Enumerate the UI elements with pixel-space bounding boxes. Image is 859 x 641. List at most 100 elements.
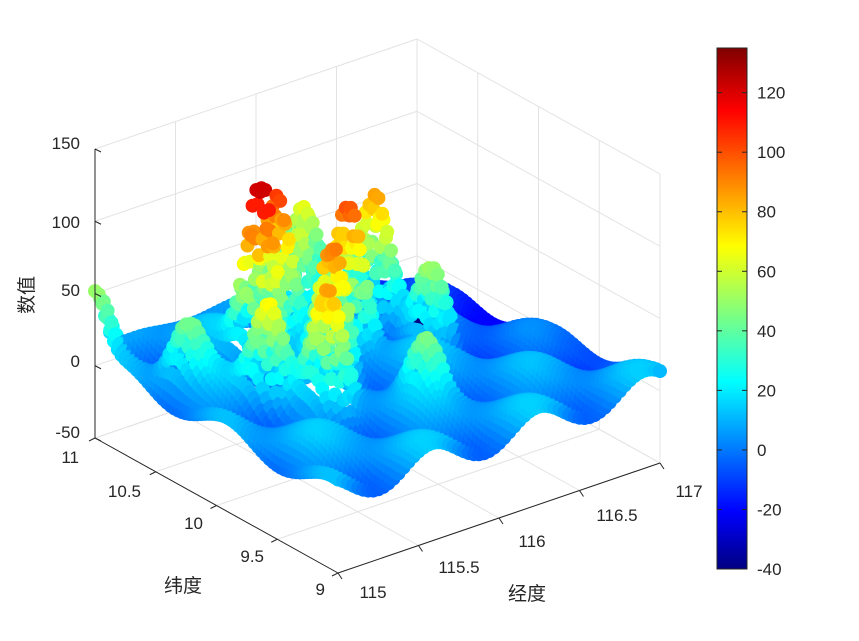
axis-line bbox=[149, 471, 156, 476]
axis-line bbox=[271, 538, 278, 543]
scatter-points bbox=[88, 181, 667, 498]
data-point bbox=[380, 224, 395, 239]
colorbar-ticks: -40 -20 0 20 40 60 80 100 120 bbox=[717, 84, 785, 579]
colorbar-gradient bbox=[716, 47, 748, 570]
data-point bbox=[262, 203, 276, 218]
data-point bbox=[371, 191, 386, 206]
data-point bbox=[322, 284, 337, 299]
x-axis-ticks: 115 115.5 116 116.5 117 bbox=[359, 482, 702, 602]
data-point bbox=[328, 242, 343, 257]
grid-line bbox=[416, 183, 661, 319]
data-point bbox=[277, 213, 291, 228]
data-point bbox=[347, 208, 362, 223]
data-point bbox=[270, 264, 285, 279]
z-axis-ticks: 150 100 50 0 -50 bbox=[52, 134, 80, 442]
z-tick-label: 50 bbox=[61, 281, 80, 300]
axis-line bbox=[337, 572, 343, 580]
z-tick-label: -50 bbox=[55, 423, 80, 442]
y-tick-label: 9.5 bbox=[240, 547, 264, 566]
colorbar-tick-label: 60 bbox=[757, 262, 776, 281]
data-point bbox=[309, 227, 324, 242]
data-point bbox=[285, 254, 300, 269]
axis-line bbox=[210, 505, 217, 509]
y-axis-ticks: 11 10.5 10 9.5 9 bbox=[61, 448, 325, 599]
x-tick-label: 116 bbox=[518, 532, 545, 551]
axis-line bbox=[94, 437, 102, 442]
colorbar-tick-label: 20 bbox=[757, 381, 776, 400]
data-point bbox=[331, 310, 346, 324]
data-point bbox=[276, 331, 291, 346]
z-tick-label: 150 bbox=[52, 134, 80, 153]
data-point bbox=[355, 257, 370, 272]
axis-line bbox=[579, 490, 584, 497]
data-point bbox=[104, 315, 119, 330]
colorbar-tick-label: 100 bbox=[757, 143, 785, 162]
data-point bbox=[344, 367, 359, 382]
data-point bbox=[339, 351, 354, 366]
data-point bbox=[438, 296, 453, 311]
data-point bbox=[273, 193, 288, 208]
data-point bbox=[326, 296, 341, 311]
z-tick-label: 100 bbox=[52, 213, 80, 232]
axis-line bbox=[94, 220, 102, 225]
data-point bbox=[341, 302, 356, 317]
axis-line bbox=[94, 293, 102, 297]
z-axis-label: 数值 bbox=[16, 276, 38, 314]
data-point bbox=[336, 280, 351, 295]
colorbar: -40 -20 0 20 40 60 80 100 120 bbox=[716, 47, 785, 579]
x-axis-label: 经度 bbox=[508, 583, 546, 605]
axis-line bbox=[498, 517, 504, 525]
data-point bbox=[384, 243, 398, 258]
data-point bbox=[267, 306, 282, 321]
colorbar-tick-label: 80 bbox=[757, 203, 776, 222]
grid-line bbox=[416, 110, 661, 247]
data-point bbox=[305, 215, 320, 230]
data-point bbox=[251, 248, 266, 263]
y-axis-label: 纬度 bbox=[164, 575, 202, 597]
data-point bbox=[387, 263, 402, 278]
data-point bbox=[332, 256, 347, 271]
data-point bbox=[367, 318, 382, 333]
data-point bbox=[351, 229, 366, 244]
data-point bbox=[375, 206, 390, 221]
data-point bbox=[432, 351, 447, 366]
x-tick-label: 117 bbox=[675, 482, 702, 501]
data-point bbox=[335, 328, 350, 343]
grid-line bbox=[416, 38, 661, 175]
data-point bbox=[434, 280, 449, 294]
grid-line bbox=[94, 110, 418, 222]
data-point bbox=[360, 279, 375, 294]
data-point bbox=[316, 342, 331, 357]
y-tick-label: 10 bbox=[184, 514, 203, 533]
colorbar-tick-label: 120 bbox=[757, 84, 785, 103]
data-point bbox=[364, 300, 378, 315]
data-point bbox=[272, 318, 287, 333]
colorbar-tick-label: -20 bbox=[757, 500, 782, 519]
colorbar-tick-label: 0 bbox=[757, 441, 766, 460]
x-tick-label: 116.5 bbox=[596, 506, 637, 525]
axes-box bbox=[88, 148, 665, 580]
data-point bbox=[443, 308, 458, 323]
colorbar-tick-label: -40 bbox=[757, 560, 782, 579]
axis-line bbox=[88, 437, 96, 442]
axis-line bbox=[94, 148, 102, 153]
data-point bbox=[653, 364, 667, 379]
data-point bbox=[265, 236, 280, 251]
data-point bbox=[352, 242, 367, 257]
y-tick-label: 11 bbox=[61, 448, 79, 467]
data-point bbox=[282, 232, 296, 247]
z-tick-label: 0 bbox=[71, 352, 80, 371]
grid-line bbox=[277, 428, 600, 540]
x-tick-label: 115.5 bbox=[438, 558, 479, 577]
data-point bbox=[430, 267, 445, 282]
y-tick-label: 10.5 bbox=[108, 482, 141, 501]
axis-line bbox=[659, 462, 665, 470]
data-point bbox=[100, 303, 115, 318]
axis-line bbox=[331, 572, 339, 577]
data-point bbox=[258, 183, 273, 197]
y-tick-label: 9 bbox=[316, 580, 325, 599]
grid-line bbox=[94, 38, 418, 150]
axis-line bbox=[94, 365, 102, 370]
